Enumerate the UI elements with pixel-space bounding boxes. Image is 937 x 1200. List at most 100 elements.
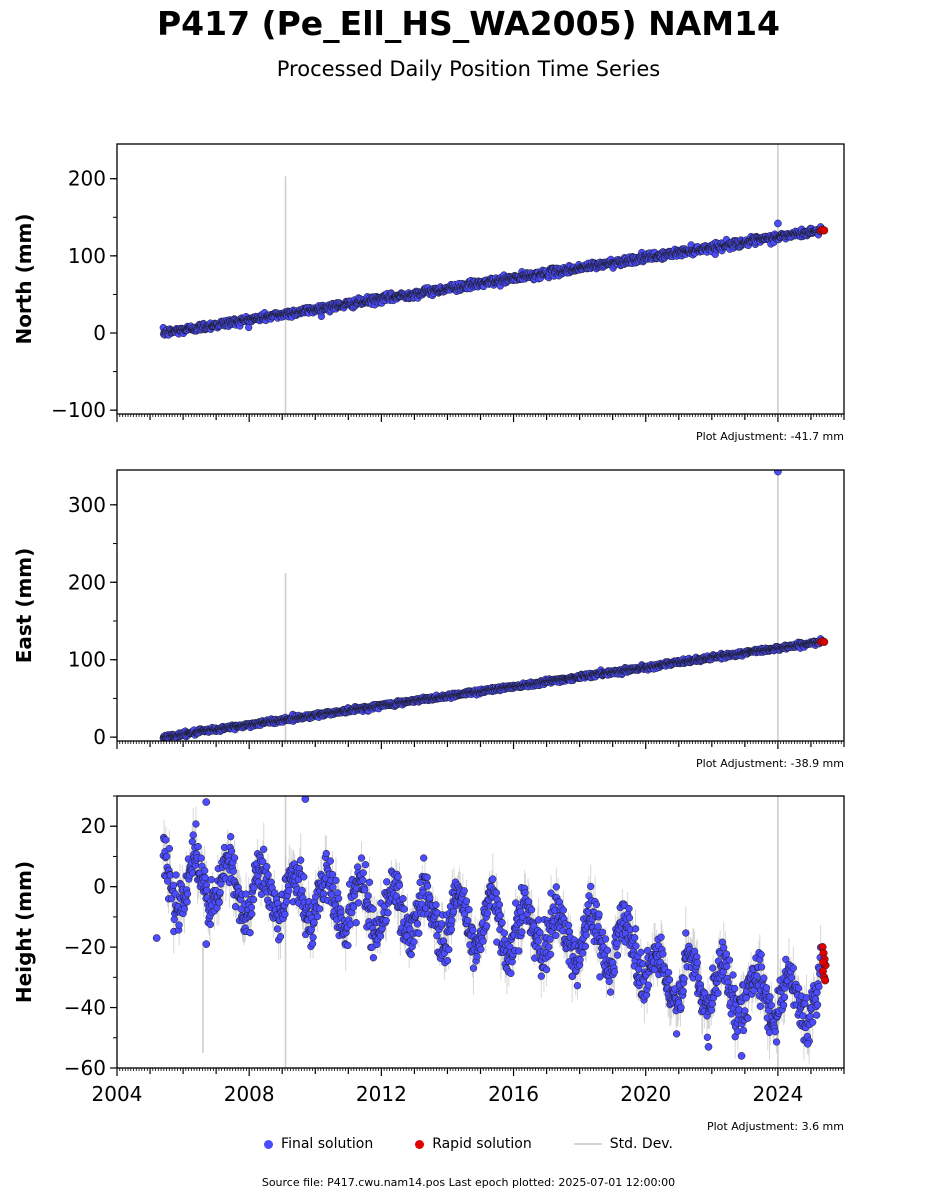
final-point xyxy=(322,849,330,858)
y-ticks-1: −100 0 100 200 xyxy=(51,167,117,422)
y-tick-label: 200 xyxy=(68,167,106,191)
final-point xyxy=(227,847,236,855)
final-point xyxy=(245,323,253,332)
rapid-point xyxy=(820,637,829,646)
final-point xyxy=(369,954,378,962)
y-tick-label: 100 xyxy=(68,244,106,268)
final-point xyxy=(395,881,404,890)
final-point xyxy=(426,894,434,902)
final-point xyxy=(352,919,360,927)
plot-area-1 xyxy=(159,144,829,414)
plot-area-2 xyxy=(159,470,829,741)
final-point xyxy=(192,820,200,828)
final-point xyxy=(169,881,178,890)
final-point xyxy=(420,854,428,862)
y-tick-label: 100 xyxy=(68,648,106,672)
final-point xyxy=(264,871,272,879)
final-point xyxy=(432,901,440,909)
final-point xyxy=(360,886,369,894)
final-point xyxy=(271,889,279,897)
final-point xyxy=(248,910,256,918)
std-dev-bars xyxy=(162,806,822,1064)
final-solution-points xyxy=(159,219,825,339)
final-point xyxy=(359,876,367,884)
final-point xyxy=(183,898,191,906)
outlier-point xyxy=(774,219,782,228)
final-point xyxy=(276,932,285,941)
y-tick-label: 200 xyxy=(68,570,106,594)
chart-subtitle: Processed Daily Position Time Series xyxy=(276,57,661,81)
y-ticks-2: 0 100 200 300 xyxy=(68,493,117,749)
final-point xyxy=(189,831,197,839)
y-tick-label: −100 xyxy=(51,398,106,422)
final-point xyxy=(365,878,374,886)
final-solution-points xyxy=(152,796,825,1060)
final-point xyxy=(172,871,180,879)
final-point xyxy=(359,869,367,877)
final-point xyxy=(410,938,418,946)
rapid-solution-points xyxy=(816,637,829,646)
final-point xyxy=(163,852,171,861)
final-point xyxy=(413,920,422,928)
final-point xyxy=(298,886,306,895)
final-point xyxy=(407,950,415,959)
plot-adjustment-1: Plot Adjustment: -41.7 mm xyxy=(696,430,844,443)
final-point xyxy=(197,854,205,862)
panel-2: 0 100 200 300 East (mm) Plot Adjustment: -38.… xyxy=(12,469,845,770)
final-point xyxy=(263,863,271,871)
y-tick-label: 0 xyxy=(93,725,106,749)
x-ticks-1 xyxy=(116,414,845,422)
final-point xyxy=(438,920,446,928)
final-point xyxy=(215,898,223,907)
final-point xyxy=(354,899,363,907)
final-solution-points xyxy=(159,470,825,741)
y-axis-label-2: East (mm) xyxy=(12,548,36,664)
final-point xyxy=(281,910,289,919)
final-point xyxy=(285,887,293,895)
final-point xyxy=(183,890,192,898)
final-point xyxy=(246,929,254,937)
final-point xyxy=(332,876,340,885)
final-point xyxy=(399,895,407,903)
final-point xyxy=(230,854,239,862)
final-point xyxy=(400,905,408,913)
final-point xyxy=(300,873,308,881)
final-point xyxy=(344,941,352,950)
final-point xyxy=(415,929,423,937)
rapid-solution-points xyxy=(816,225,829,235)
y-tick-label: 300 xyxy=(68,493,106,517)
final-point xyxy=(443,956,452,965)
y-axis-label-1: North (mm) xyxy=(12,213,36,344)
final-point xyxy=(423,873,431,881)
final-point xyxy=(216,888,224,897)
final-point xyxy=(201,873,209,882)
final-point xyxy=(448,916,456,925)
final-point xyxy=(361,861,370,869)
final-point xyxy=(165,844,174,853)
plot-area-3 xyxy=(152,796,830,1068)
panel-1: −100 0 100 200 North (mm) Plot Adjustment: -4… xyxy=(12,143,845,443)
final-point xyxy=(164,877,172,885)
final-point xyxy=(249,895,258,904)
final-point xyxy=(357,854,366,862)
axes-frame-2 xyxy=(116,469,845,742)
final-point xyxy=(394,873,402,881)
final-point xyxy=(447,925,456,934)
final-point xyxy=(445,945,453,954)
final-point xyxy=(180,905,189,913)
final-point xyxy=(227,833,235,841)
final-point xyxy=(260,845,268,853)
final-point xyxy=(229,867,237,875)
final-point xyxy=(309,933,317,942)
final-point xyxy=(206,920,215,929)
final-point xyxy=(282,898,291,906)
plot-adjustment-2: Plot Adjustment: -38.9 mm xyxy=(696,757,844,770)
final-point xyxy=(433,932,441,940)
final-point xyxy=(308,940,317,948)
final-point xyxy=(247,903,256,912)
final-point xyxy=(334,894,343,903)
final-point xyxy=(383,878,391,886)
final-point xyxy=(384,909,392,917)
